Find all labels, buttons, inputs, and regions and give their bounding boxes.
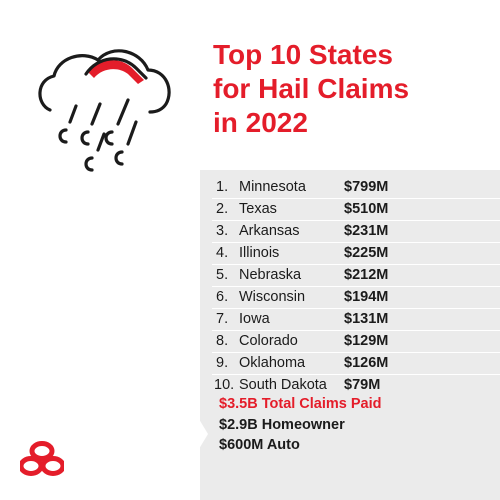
- claim-amount: $131M: [344, 311, 389, 327]
- claim-amount: $799M: [344, 179, 389, 195]
- title-line-1: Top 10 States: [213, 39, 393, 70]
- claim-amount: $194M: [344, 289, 389, 305]
- list-item: 3. Arkansas $231M: [212, 220, 500, 242]
- rank: 10.: [214, 377, 235, 393]
- title-line-3: in 2022: [213, 107, 308, 138]
- list-item: 2. Texas $510M: [212, 198, 500, 220]
- rank: 8.: [216, 333, 229, 349]
- title-line-2: for Hail Claims: [213, 73, 410, 104]
- rank: 1.: [216, 179, 229, 195]
- claim-amount: $126M: [344, 355, 389, 371]
- state-name: Nebraska: [239, 267, 302, 283]
- list-item: 4. Illinois $225M: [212, 242, 500, 264]
- state-name: Minnesota: [239, 179, 306, 195]
- state-list: 1. Minnesota $799M 2. Texas $510M 3. Ark…: [212, 177, 500, 396]
- state-name: Colorado: [239, 333, 298, 349]
- claim-amount: $231M: [344, 223, 389, 239]
- page-title: Top 10 States for Hail Claims in 2022: [213, 38, 493, 140]
- three-ovals-logo-icon: [20, 441, 64, 476]
- state-name: Iowa: [239, 311, 270, 327]
- state-name: Texas: [239, 201, 277, 217]
- claim-amount: $79M: [344, 377, 381, 393]
- rank: 4.: [216, 245, 229, 261]
- claim-amount: $510M: [344, 201, 389, 217]
- homeowner-claims: $2.9B Homeowner: [219, 416, 345, 433]
- rank: 2.: [216, 201, 229, 217]
- list-item: 9. Oklahoma $126M: [212, 352, 500, 374]
- state-name: Illinois: [239, 245, 280, 261]
- rank: 3.: [216, 223, 229, 239]
- claim-amount: $212M: [344, 267, 389, 283]
- list-item: 5. Nebraska $212M: [212, 264, 500, 286]
- rank: 9.: [216, 355, 229, 371]
- list-item: 7. Iowa $131M: [212, 308, 500, 330]
- rank: 7.: [216, 311, 229, 327]
- list-item: 6. Wisconsin $194M: [212, 286, 500, 308]
- rank: 5.: [216, 267, 229, 283]
- claim-amount: $129M: [344, 333, 389, 349]
- state-name: Arkansas: [239, 223, 300, 239]
- list-item: 10. South Dakota $79M: [212, 374, 500, 396]
- rank: 6.: [216, 289, 229, 305]
- total-claims-paid: $3.5B Total Claims Paid: [219, 396, 382, 412]
- list-item: 1. Minnesota $799M: [212, 177, 500, 198]
- state-name: Wisconsin: [239, 289, 306, 305]
- list-item: 8. Colorado $129M: [212, 330, 500, 352]
- auto-claims: $600M Auto: [219, 437, 300, 453]
- state-name: Oklahoma: [239, 355, 306, 371]
- state-name: South Dakota: [239, 377, 327, 393]
- hail-cloud-icon: [38, 49, 171, 172]
- claims-panel: [200, 170, 500, 500]
- totals-summary: $3.5B Total Claims Paid $2.9B Homeowner …: [219, 394, 382, 456]
- claim-amount: $225M: [344, 245, 389, 261]
